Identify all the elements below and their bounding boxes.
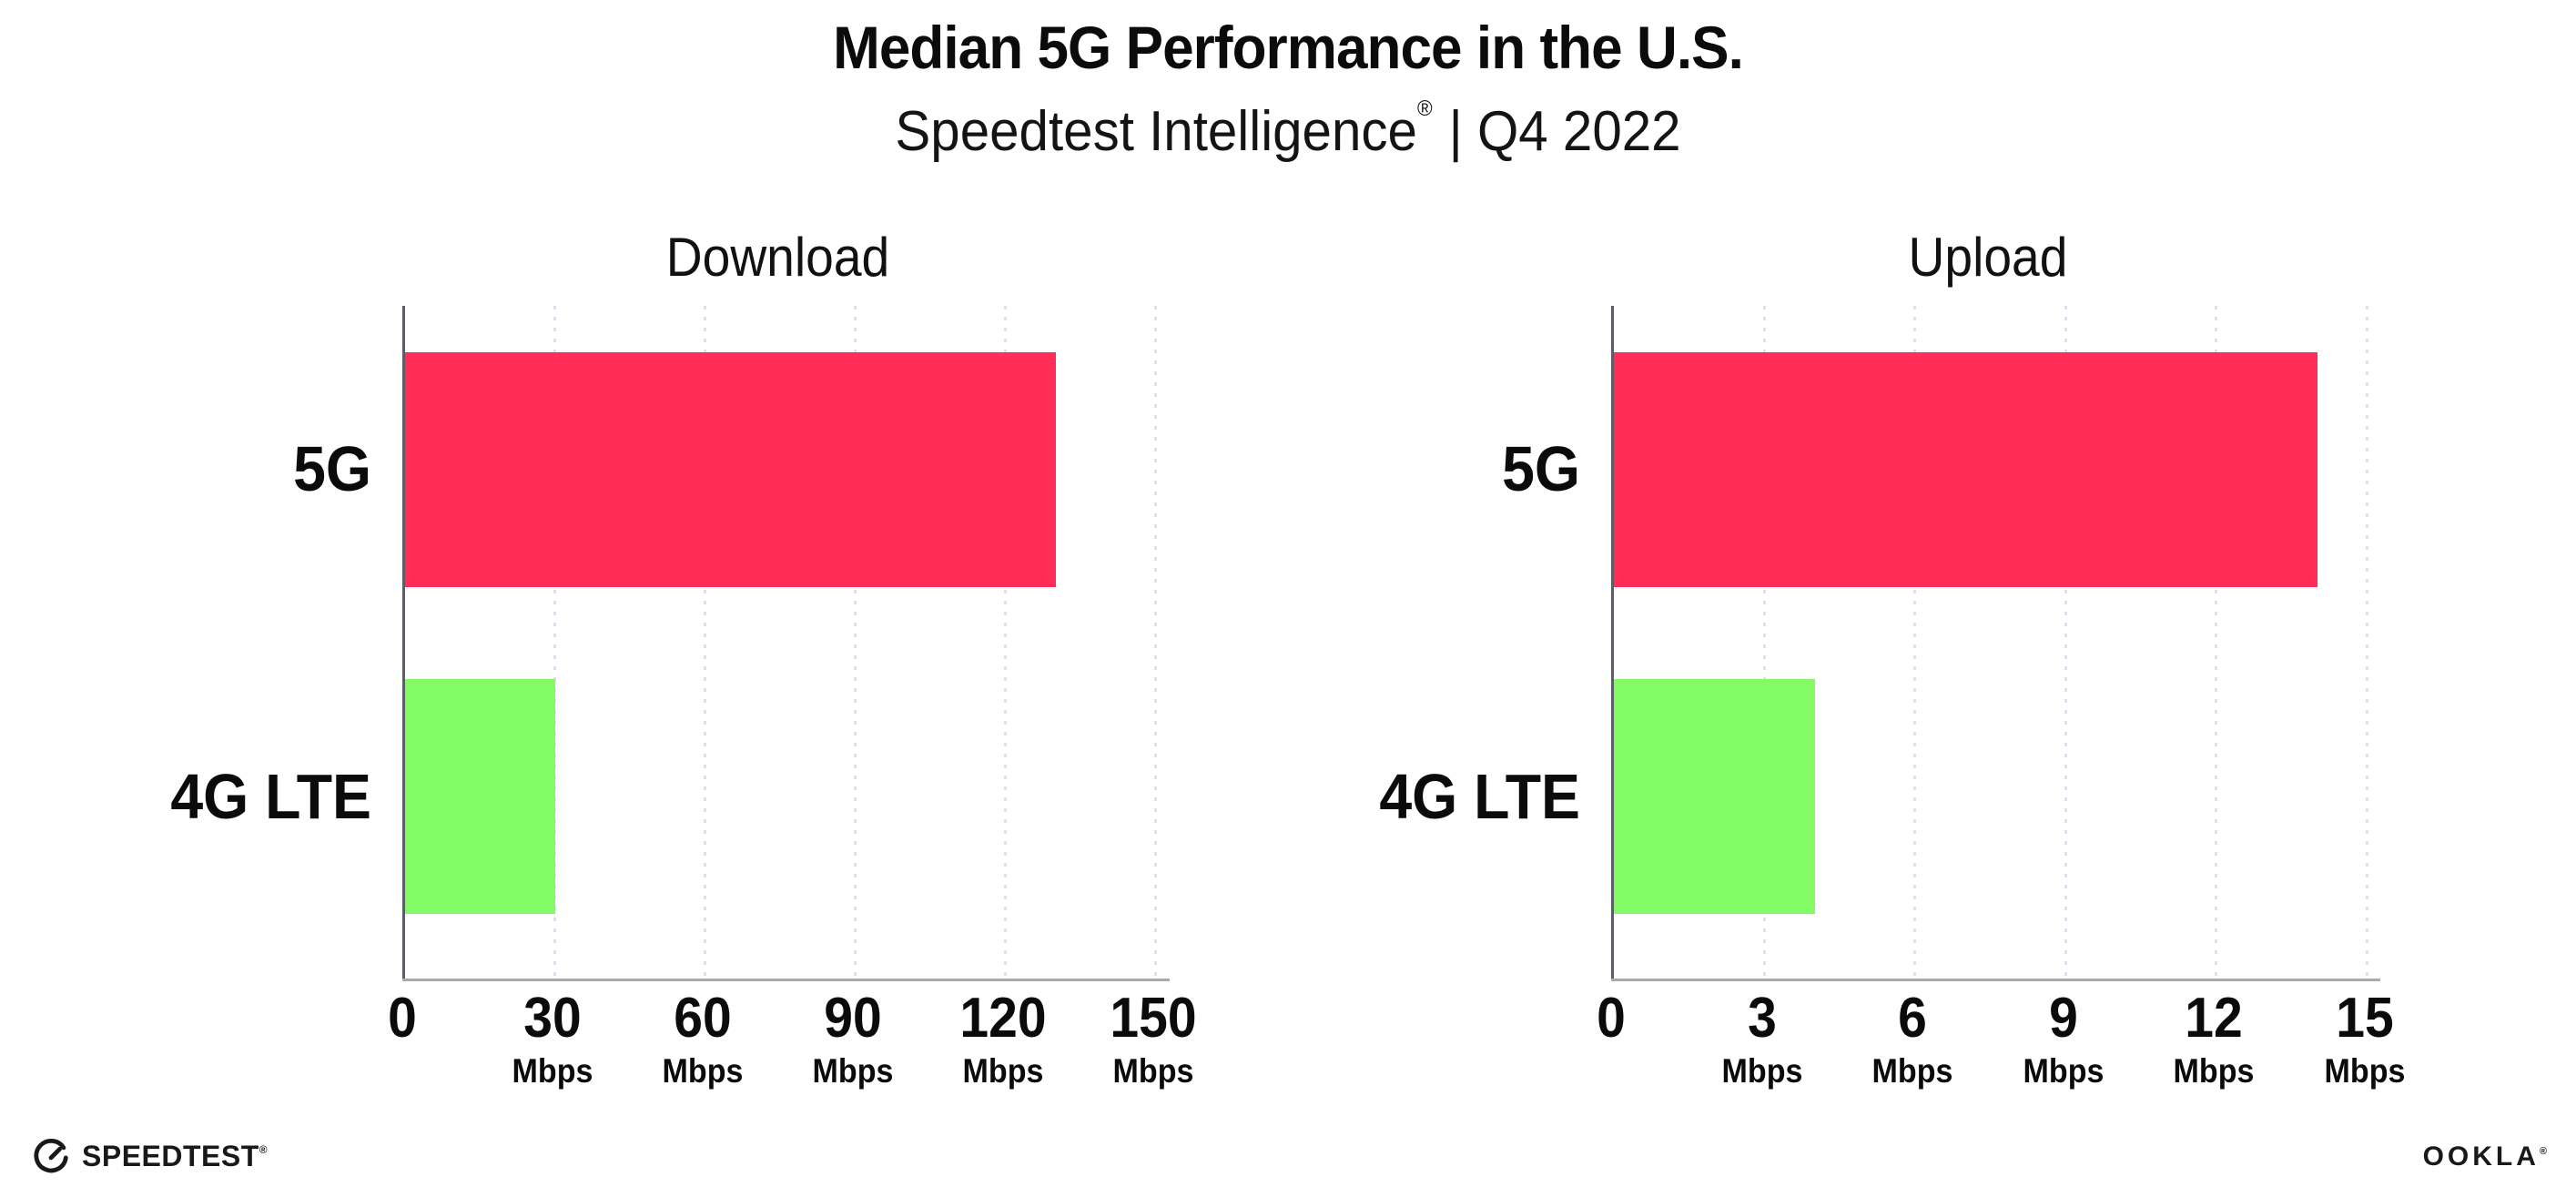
- download-plot-area: [402, 306, 1157, 979]
- tick-label: 60 Mbps: [662, 987, 744, 1090]
- download-x-tick-labels: 0 30 Mbps 60 Mbps 90 Mbps 120 Mbps 150 Mbps: [388, 987, 1196, 1100]
- page-title: Median 5G Performance in the U.S.: [833, 14, 1744, 81]
- upload-chart-title: Upload: [1908, 227, 2068, 288]
- speedtest-gauge-icon: [30, 1135, 72, 1177]
- download-chart-title: Download: [665, 227, 890, 288]
- bar-4g-lte-upload: [1614, 679, 1815, 914]
- tick-label: 6 Mbps: [1871, 987, 1953, 1090]
- upload-x-tick-labels: 0 3 Mbps 6 Mbps 9 Mbps 12 Mbps 15 Mbps: [1597, 987, 2405, 1100]
- speedtest-logo: SPEEDTEST®: [30, 1135, 268, 1177]
- tick-label: 3 Mbps: [1721, 987, 1803, 1090]
- gridline: [854, 306, 857, 979]
- registered-mark: ®: [2539, 1146, 2547, 1157]
- tick-label: 90 Mbps: [812, 987, 894, 1090]
- ookla-logo: OOKLA®: [2422, 1141, 2547, 1172]
- gridline: [1004, 306, 1007, 979]
- tick-label: 9 Mbps: [2023, 987, 2104, 1090]
- page-subtitle: Speedtest Intelligence® | Q4 2022: [77, 96, 2499, 164]
- tick-label: 12 Mbps: [2173, 987, 2255, 1090]
- subtitle-brand: Speedtest Intelligence: [895, 100, 1417, 163]
- registered-mark: ®: [1416, 96, 1433, 121]
- gridline: [2215, 306, 2218, 979]
- gridline: [1154, 306, 1157, 979]
- category-label-5g: 5G: [293, 433, 371, 504]
- subtitle-period: | Q4 2022: [1434, 100, 1681, 163]
- gridline: [1913, 306, 1917, 979]
- gridline: [2366, 306, 2368, 979]
- tick-label: 30 Mbps: [512, 987, 593, 1090]
- upload-plot-area: [1611, 306, 2368, 979]
- tick-label: 120 Mbps: [959, 987, 1047, 1090]
- x-axis-line: [402, 979, 1170, 981]
- registered-mark: ®: [259, 1142, 269, 1156]
- gridline: [2064, 306, 2067, 979]
- tick-label: 15 Mbps: [2324, 987, 2406, 1090]
- gridline: [553, 306, 556, 979]
- x-axis-line: [1611, 979, 2380, 981]
- tick-label: 0: [1597, 987, 1626, 1050]
- bar-5g-upload: [1614, 352, 2317, 587]
- category-label-4g-lte: 4G LTE: [170, 761, 371, 832]
- bar-5g-download: [405, 352, 1056, 587]
- speedtest-wordmark: SPEEDTEST®: [82, 1139, 269, 1172]
- bar-4g-lte-download: [405, 679, 555, 914]
- tick-label: 0: [388, 987, 417, 1050]
- gridline: [704, 306, 706, 979]
- category-label-4g-lte: 4G LTE: [1379, 761, 1580, 832]
- category-label-5g: 5G: [1502, 433, 1580, 504]
- gridline: [1762, 306, 1766, 979]
- tick-label: 150 Mbps: [1110, 987, 1197, 1090]
